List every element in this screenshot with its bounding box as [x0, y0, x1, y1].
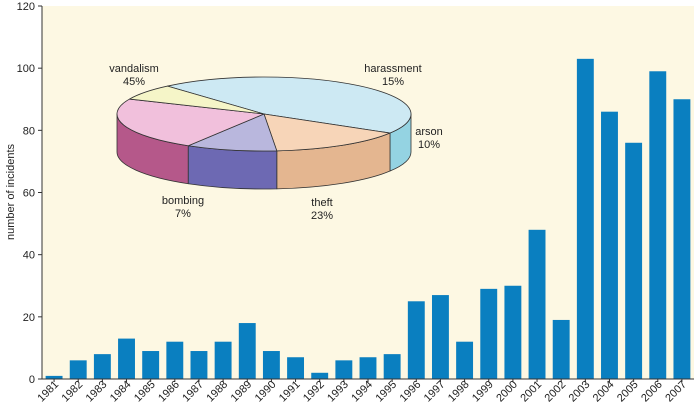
pie-label-vandalism: vandalism — [109, 63, 159, 75]
bar-2003 — [576, 58, 594, 379]
x-tick-label: 1981 — [35, 379, 61, 405]
bar-1987 — [190, 351, 208, 379]
x-tick-label: 1984 — [108, 379, 134, 405]
x-tick-label: 2007 — [663, 379, 689, 405]
bar-1989 — [238, 323, 256, 379]
bar-1983 — [93, 354, 111, 379]
x-tick-label: 2004 — [591, 379, 617, 405]
x-tick-label: 1993 — [325, 379, 351, 405]
pie-value-theft: 23% — [311, 210, 333, 222]
x-axis-tick-labels: 1981198219831984198519861987198819891990… — [35, 379, 689, 405]
y-tick-label: 100 — [17, 63, 35, 75]
pie-slice-arson — [187, 113, 278, 152]
y-tick-label: 80 — [23, 125, 35, 137]
pie-value-harassment: 15% — [382, 76, 404, 88]
bar-1998 — [456, 341, 474, 379]
pie-value-bombing: 7% — [175, 208, 191, 220]
y-axis-title: number of incidents — [5, 144, 17, 240]
bar-1999 — [480, 288, 498, 379]
bar-2005 — [625, 142, 643, 379]
bar-1993 — [335, 360, 353, 379]
bar-2006 — [649, 71, 667, 380]
bar-1997 — [431, 295, 449, 379]
bar-1988 — [214, 341, 232, 379]
bar-1990 — [262, 351, 280, 379]
x-tick-label: 1986 — [156, 379, 182, 405]
y-tick-label: 0 — [29, 374, 35, 386]
plot-area — [42, 6, 694, 379]
x-tick-label: 1987 — [180, 379, 206, 405]
x-tick-label: 1990 — [253, 379, 279, 405]
bar-1984 — [118, 338, 135, 379]
x-tick-label: 1999 — [470, 379, 496, 405]
bar-2004 — [601, 111, 618, 379]
bar-1992 — [311, 372, 329, 379]
x-tick-label: 2006 — [639, 379, 665, 405]
x-tick-label: 1992 — [301, 379, 327, 405]
x-tick-label: 2001 — [518, 379, 544, 405]
bar-1994 — [359, 357, 377, 379]
x-tick-label: 2002 — [543, 379, 569, 405]
x-tick-label: 1985 — [132, 379, 158, 405]
x-tick-label: 1983 — [84, 379, 110, 405]
pie-slice-theft — [116, 98, 265, 147]
pie-label-arson: arson — [415, 126, 443, 138]
bar-1985 — [142, 351, 160, 379]
y-tick-label: 60 — [23, 188, 35, 200]
bar-1996 — [407, 301, 425, 379]
pie-label-bombing: bombing — [162, 195, 204, 207]
pie-slice-bombing — [129, 85, 265, 115]
x-tick-label: 2005 — [615, 379, 641, 405]
bar-1981 — [45, 375, 63, 379]
bar-2002 — [552, 319, 570, 379]
y-tick-label: 20 — [23, 312, 35, 324]
pie-label-harassment: harassment — [364, 63, 421, 75]
x-tick-label: 1991 — [277, 379, 303, 405]
bar-2007 — [673, 99, 691, 379]
x-tick-label: 1996 — [398, 379, 424, 405]
y-tick-label: 120 — [17, 1, 35, 13]
bar-series — [45, 58, 691, 380]
x-tick-label: 2003 — [567, 379, 593, 405]
x-tick-label: 1994 — [349, 379, 375, 405]
pie-label-theft: theft — [311, 197, 332, 209]
x-tick-label: 1997 — [422, 379, 448, 405]
y-tick-label: 40 — [23, 250, 35, 262]
x-tick-label: 1988 — [204, 379, 230, 405]
pie-slice-vandalism — [167, 76, 412, 134]
x-tick-label: 1989 — [229, 379, 255, 405]
y-axis-ticks: 0 20 40 60 80 100 120 — [17, 1, 42, 386]
bar-1991 — [287, 357, 305, 379]
x-tick-label: 1982 — [60, 379, 86, 405]
pie-value-vandalism: 45% — [123, 76, 145, 88]
bar-1986 — [166, 341, 184, 379]
pie-value-arson: 10% — [418, 139, 440, 151]
bar-1995 — [383, 354, 401, 379]
bar-2001 — [528, 229, 546, 379]
x-tick-label: 1995 — [373, 379, 399, 405]
pie-slice-harassment — [263, 113, 391, 152]
pie-side-arson — [187, 145, 278, 190]
bar-2000 — [504, 285, 522, 379]
x-tick-label: 2000 — [494, 379, 520, 405]
bar-1982 — [69, 360, 87, 379]
x-tick-label: 1998 — [446, 379, 472, 405]
